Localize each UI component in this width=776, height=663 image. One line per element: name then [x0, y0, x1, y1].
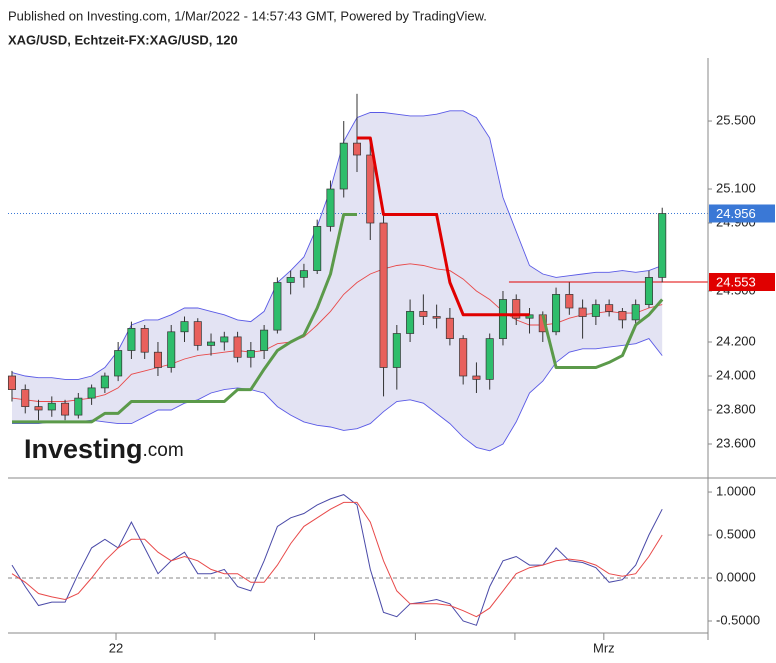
candle-body [644, 277, 653, 305]
candle-body [167, 331, 176, 368]
y-tick-label: 25.100 [716, 180, 756, 195]
candle-body [207, 341, 216, 346]
y-tick-label: 0.0000 [716, 569, 756, 584]
candle-body [498, 299, 507, 339]
candle-body [578, 307, 587, 317]
candle-body [286, 277, 295, 283]
last-price-label-box [709, 204, 775, 223]
band-upper [11, 110, 663, 380]
candle-body [618, 311, 627, 321]
candle-body [100, 375, 109, 389]
candle-body [419, 311, 428, 317]
candle-body [406, 311, 415, 334]
candle-body [34, 406, 43, 411]
candle-body [658, 213, 667, 278]
candle-body [7, 375, 16, 390]
y-tick-label: -0.5000 [716, 612, 760, 627]
price-level-label-box [709, 272, 775, 291]
candle-body [140, 328, 149, 353]
watermark: Investing.com [24, 434, 184, 464]
y-tick-label: 24.000 [716, 367, 756, 382]
candle-body [339, 142, 348, 190]
trend-line [357, 136, 530, 317]
oscillator-line [11, 494, 663, 626]
candle-body [472, 375, 481, 380]
trend-line [12, 213, 664, 424]
y-tick-label: 23.800 [716, 401, 756, 416]
candle-body [273, 282, 282, 331]
candle-body [220, 336, 229, 343]
candle-body [565, 294, 574, 309]
y-tick-label: 24.200 [716, 333, 756, 348]
candle-body [299, 270, 308, 278]
y-tick-label: 1.0000 [716, 483, 756, 498]
candle-body [591, 304, 600, 317]
candle-body [605, 304, 614, 312]
x-tick-label: 22 [109, 640, 123, 655]
candle-body [512, 299, 521, 319]
candle-body [260, 329, 269, 351]
candle-body [366, 154, 375, 224]
candle-body [21, 389, 30, 407]
candle-body [353, 142, 362, 156]
candle-body [47, 402, 56, 411]
candle-body [180, 321, 189, 333]
x-tick-label: Mrz [593, 640, 615, 655]
price-level-label: 24.553 [716, 274, 756, 289]
candle-body [87, 387, 96, 399]
candle-body [485, 338, 494, 380]
candle-body [233, 336, 242, 358]
plot-area: 25.50025.10024.90024.50024.20024.00023.8… [7, 93, 775, 655]
candle-body [392, 333, 401, 368]
candle-body [313, 226, 322, 271]
y-tick-label: 25.500 [716, 112, 756, 127]
symbol-title: XAG/USD, Echtzeit-FX:XAG/USD, 120 [8, 32, 238, 47]
last-price-label: 24.956 [716, 206, 756, 221]
candle-body [552, 294, 561, 333]
candle-body [459, 338, 468, 377]
y-tick-label: 0.5000 [716, 526, 756, 541]
y-tick-label: 23.600 [716, 435, 756, 450]
candle-body [445, 317, 454, 339]
candle-body [326, 188, 335, 227]
published-note: Published on Investing.com, 1/Mar/2022 -… [8, 8, 487, 23]
candle-body [432, 316, 441, 319]
oscillator-line [11, 501, 663, 618]
band-lower [12, 338, 663, 452]
watermark-suffix: .com [143, 440, 184, 461]
candle-body [246, 350, 255, 358]
candle-body [114, 350, 123, 377]
candle-body [127, 328, 136, 351]
candle-body [631, 304, 640, 321]
candle-body [525, 314, 534, 319]
candle-body [74, 397, 83, 416]
watermark-brand: Investing [24, 434, 143, 464]
candle-body [153, 351, 162, 368]
candle-body [61, 402, 70, 416]
candle-body [193, 321, 202, 346]
band-fill [12, 110, 663, 451]
candle-body [379, 222, 388, 368]
